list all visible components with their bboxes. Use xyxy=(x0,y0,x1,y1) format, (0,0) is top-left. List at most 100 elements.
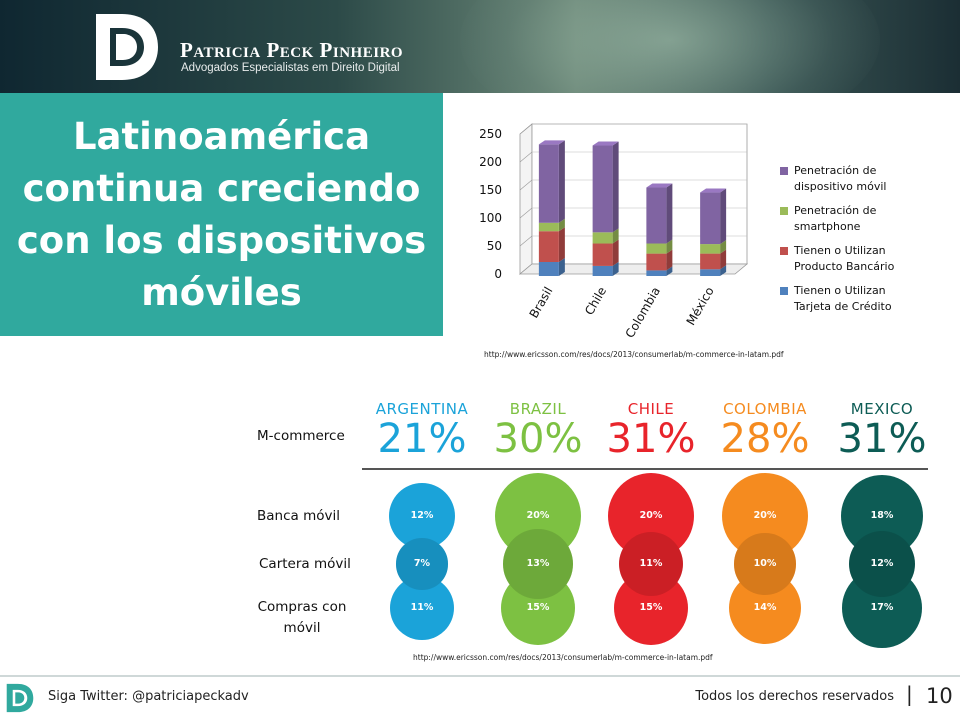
bar-segment-side xyxy=(666,266,673,276)
bar-segment xyxy=(538,231,559,262)
x-tick-label: Brasil xyxy=(527,285,556,321)
y-tick-label: 0 xyxy=(494,267,502,281)
bar-segment xyxy=(646,187,667,244)
chart-legend: Penetración de dispositivo móvil Penetrac… xyxy=(780,163,955,323)
bar-segment xyxy=(646,270,667,276)
bubble-cartera: 11% xyxy=(618,531,684,597)
legend-entry: Penetración de dispositivo móvil xyxy=(780,163,955,195)
footer-divider xyxy=(0,675,960,677)
bar-segment xyxy=(592,145,613,233)
mobile-usage-panel: M-commerce Banca móvil Cartera móvil Com… xyxy=(242,382,960,648)
x-tick-label: México xyxy=(684,285,717,328)
legend-swatch xyxy=(780,247,788,255)
footer-separator: | xyxy=(906,682,913,706)
country-name: BRAZIL xyxy=(509,400,567,418)
country-name: MEXICO xyxy=(850,400,914,418)
legend-swatch xyxy=(780,207,788,215)
legend-label: Penetración de dispositivo móvil xyxy=(794,164,887,193)
bar-segment-side xyxy=(612,228,619,244)
x-tick-label: Chile xyxy=(582,285,609,318)
bar-segment-side xyxy=(558,227,565,262)
bar-segment-side xyxy=(612,141,619,233)
bar-segment-side xyxy=(558,258,565,276)
bar-segment-side xyxy=(612,239,619,266)
bar-top xyxy=(538,140,565,145)
page-title: Latinoamérica continua creciendo con los… xyxy=(16,114,427,314)
title-box: Latinoamérica continua creciendo con los… xyxy=(0,93,443,336)
legend-entry: Penetración de smartphone xyxy=(780,203,955,235)
bar-segment-side xyxy=(720,265,727,276)
bar-segment xyxy=(592,265,613,276)
legend-swatch xyxy=(780,167,788,175)
bubble-cartera: 12% xyxy=(848,530,916,598)
chart-side-wall xyxy=(519,123,533,275)
bar-segment xyxy=(646,253,667,271)
bubble-cartera: 7% xyxy=(396,538,448,590)
brand-subtitle: Advogados Especialistas em Direito Digit… xyxy=(181,62,400,74)
country-name: ARGENTINA xyxy=(375,400,469,418)
row-label-mcommerce: M-commerce xyxy=(257,428,345,444)
bar-segment xyxy=(700,253,721,270)
bar-top xyxy=(646,183,673,188)
row-label-compras: Compras con móvil xyxy=(257,599,347,636)
bar-segment xyxy=(700,244,721,254)
footer-logo xyxy=(6,683,34,713)
bubble-cartera: 13% xyxy=(503,529,573,599)
legend-label: Tienen o Utilizan Producto Bancário xyxy=(794,244,895,273)
chart-source: http://www.ericsson.com/res/docs/2013/co… xyxy=(484,350,784,359)
legend-swatch xyxy=(780,287,788,295)
header-decoration xyxy=(460,0,880,93)
bar-segment-side xyxy=(720,240,727,254)
bar-segment xyxy=(538,144,559,223)
table-source: http://www.ericsson.com/res/docs/2013/co… xyxy=(413,653,713,662)
country-name: CHILE xyxy=(627,400,675,418)
brand-name: Patricia Peck Pinheiro xyxy=(180,38,404,62)
y-grid-line xyxy=(519,179,533,191)
x-tick-label: Colombia xyxy=(623,285,663,341)
header-banner: Patricia Peck Pinheiro Advogados Especia… xyxy=(0,0,960,93)
bar-segment xyxy=(700,192,721,245)
stacked-bar-chart: 0 50 100 150 200 250 Brasil Chile Colombia México xyxy=(479,123,749,341)
country-name: COLOMBIA xyxy=(723,400,807,418)
legend-label: Tienen o Utilizan Tarjeta de Crédito xyxy=(794,284,892,313)
y-grid-line xyxy=(519,207,533,219)
page-number: 10 xyxy=(926,684,953,708)
bar-segment-side xyxy=(666,239,673,254)
bar-segment-side xyxy=(666,249,673,271)
y-tick-label: 250 xyxy=(479,127,502,141)
mcommerce-value: 21% xyxy=(377,416,467,462)
y-grid-line xyxy=(519,235,533,247)
y-tick-label: 50 xyxy=(487,239,502,253)
bar-segment xyxy=(592,243,613,266)
bar-segment-side xyxy=(558,218,565,232)
bubble-banca: 12% xyxy=(388,482,456,550)
mcommerce-value: 31% xyxy=(606,416,696,462)
bar-segment xyxy=(646,243,667,254)
bubble-cartera: 10% xyxy=(734,533,796,595)
row-label-cartera: Cartera móvil xyxy=(259,556,351,572)
bar-segment-side xyxy=(612,261,619,276)
brand-logo xyxy=(96,14,158,80)
mcommerce-value: 28% xyxy=(720,416,810,462)
bar-segment xyxy=(538,222,559,232)
legend-label: Penetración de smartphone xyxy=(794,204,877,233)
bar-segment xyxy=(700,269,721,276)
y-grid-line xyxy=(519,123,533,135)
legend-entry: Tienen o Utilizan Producto Bancário xyxy=(780,243,955,275)
bar-segment-side xyxy=(720,188,727,245)
y-tick-label: 200 xyxy=(479,155,502,169)
bar-top xyxy=(700,188,727,193)
bar-segment-side xyxy=(558,140,565,223)
mcommerce-value: 30% xyxy=(493,416,583,462)
row-label-banca: Banca móvil xyxy=(257,508,340,524)
bar-top xyxy=(592,141,619,146)
legend-entry: Tienen o Utilizan Tarjeta de Crédito xyxy=(780,283,955,315)
y-tick-label: 100 xyxy=(479,211,502,225)
footer-rights: Todos los derechos reservados xyxy=(695,689,894,704)
y-grid-line xyxy=(519,151,533,163)
bar-segment xyxy=(538,262,559,276)
mcommerce-value: 31% xyxy=(837,416,927,462)
panel-divider xyxy=(362,468,928,470)
footer-twitter: Siga Twitter: @patriciapeckadv xyxy=(48,689,249,704)
bar-segment-side xyxy=(666,183,673,244)
